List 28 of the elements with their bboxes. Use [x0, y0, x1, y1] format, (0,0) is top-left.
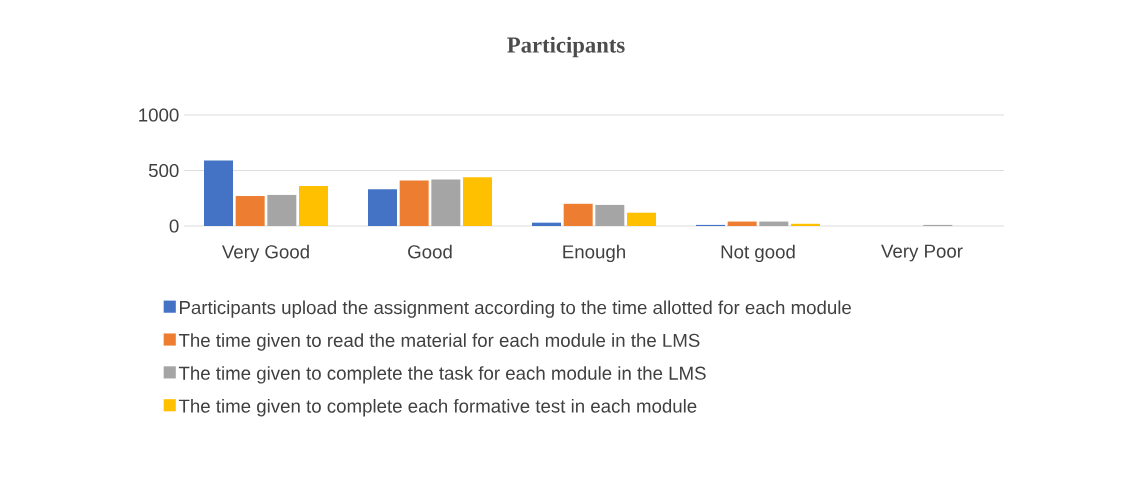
bar [791, 223, 820, 226]
chart-title: Participants [507, 36, 625, 58]
bar [759, 221, 789, 226]
x-tick-label: Good [408, 244, 452, 259]
bar [267, 194, 297, 226]
bar [532, 222, 561, 226]
bar [368, 189, 397, 226]
y-tick-label: 500 [148, 163, 179, 178]
legend-label: The time given to complete the task for each module in the LMS [178, 366, 706, 384]
x-tick-label: Not good [721, 244, 795, 263]
legend-label: The time given to read the material for each module in the LMS [178, 333, 700, 351]
bar [463, 177, 492, 226]
x-tick-label: Enough [563, 244, 625, 263]
x-tick-label: Very Poor [881, 244, 963, 262]
bar [431, 179, 461, 226]
y-tick-label: 1000 [139, 108, 179, 122]
bar [204, 160, 233, 226]
x-tick-label: Very Good [221, 244, 309, 263]
y-tick-label: 0 [169, 219, 179, 233]
legend-label: The time given to complete each formative test in each module [178, 399, 697, 417]
bar [399, 180, 429, 226]
bar [727, 221, 757, 226]
legend-label: Participants upload the assignment according to the time allotted for each module [180, 300, 851, 318]
bar [563, 203, 593, 226]
bar [299, 186, 328, 226]
bar [627, 212, 656, 226]
bar [595, 204, 625, 226]
bar [235, 196, 265, 226]
